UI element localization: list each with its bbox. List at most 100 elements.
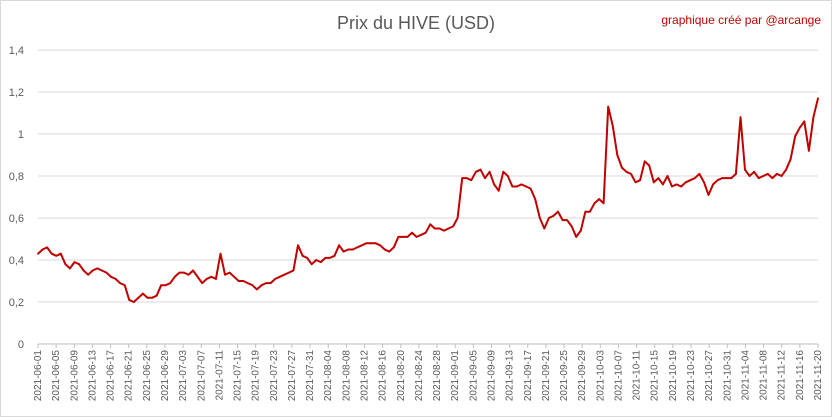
data-point [219,252,222,255]
data-point [196,275,199,278]
data-point [748,175,751,177]
data-point [712,183,714,186]
x-tick-label: 2021-06-21 [124,350,135,402]
x-tick-label: 2021-07-23 [269,350,280,402]
data-point [529,187,532,190]
data-point [543,227,546,230]
data-point [584,210,587,213]
data-point [251,284,254,287]
data-point [256,288,258,291]
data-point [155,294,158,297]
data-point [589,210,591,213]
data-point [625,170,628,173]
data-point [566,219,568,222]
x-tick-label: 2021-06-17 [106,350,117,402]
x-tick-label: 2021-10-15 [650,350,661,402]
data-point [123,284,126,287]
data-point [392,246,395,249]
data-point [817,97,819,100]
data-point [59,252,62,255]
x-tick-label: 2021-08-24 [414,350,425,402]
data-point [283,273,286,276]
data-point [265,282,267,284]
x-tick-label: 2021-07-15 [233,350,244,402]
data-point [698,173,701,175]
data-point [611,124,614,127]
data-point [333,254,336,257]
x-tick-label: 2021-08-16 [378,350,389,402]
chart-credit: graphique créé par @arcange [661,13,821,27]
data-point [771,177,774,180]
x-tick-label: 2021-10-03 [595,350,606,402]
data-point [693,177,696,180]
data-point [561,219,564,222]
x-tick-label: 2021-10-19 [668,350,679,402]
x-tick-label: 2021-07-31 [305,350,316,402]
data-point [475,170,477,173]
y-tick-label: 1 [18,129,24,141]
data-point [192,269,195,272]
data-point [493,183,495,186]
data-point [324,257,327,259]
data-point [456,217,459,219]
y-tick-label: 0,4 [9,255,24,267]
data-point [689,179,692,182]
data-point [652,181,655,184]
data-point [798,126,801,129]
data-point [684,181,687,184]
x-tick-label: 2021-09-05 [468,350,479,402]
data-point [114,278,117,280]
data-point [680,185,683,188]
data-point [379,244,381,247]
x-tick-label: 2021-07-07 [196,350,207,402]
data-point [447,227,450,230]
x-tick-label: 2021-06-13 [87,350,98,402]
data-point [616,154,619,156]
data-point [794,135,797,138]
data-point [598,198,600,201]
data-point [502,170,505,173]
data-point [215,278,217,280]
x-tick-label: 2021-09-29 [577,350,588,402]
data-point [639,179,641,182]
data-point [415,236,418,238]
x-tick-label: 2021-06-09 [69,350,80,402]
data-point [438,227,441,230]
x-tick-label: 2021-11-12 [777,350,788,401]
data-point [233,275,236,278]
data-point [224,273,226,276]
data-point [69,267,71,270]
data-point [662,183,664,186]
data-point [146,296,149,299]
x-tick-label: 2021-09-13 [505,350,516,402]
x-tick-label: 2021-07-11 [214,350,225,401]
data-point [274,278,277,280]
y-tick-label: 1,4 [9,45,24,57]
data-point [342,250,345,253]
data-point [716,179,719,182]
x-tick-label: 2021-11-08 [759,350,770,401]
x-tick-label: 2021-07-27 [287,350,298,402]
data-point [205,278,208,280]
data-point [260,284,263,287]
data-point [602,202,605,205]
x-tick-label: 2021-08-20 [396,350,407,402]
data-point [315,259,318,261]
data-point [105,271,108,274]
data-point [278,275,281,278]
y-tick-label: 0,6 [9,213,24,225]
data-point [64,263,67,266]
data-point [46,246,48,249]
data-point [383,248,386,251]
data-point [41,248,44,251]
data-point [575,236,578,238]
y-tick-label: 0,2 [9,297,24,309]
data-point [37,252,39,255]
x-tick-label: 2021-11-04 [740,350,751,401]
data-point [406,236,409,238]
data-point [497,189,500,192]
x-tick-label: 2021-09-21 [541,350,552,402]
data-point [579,229,582,232]
data-point [607,105,610,108]
